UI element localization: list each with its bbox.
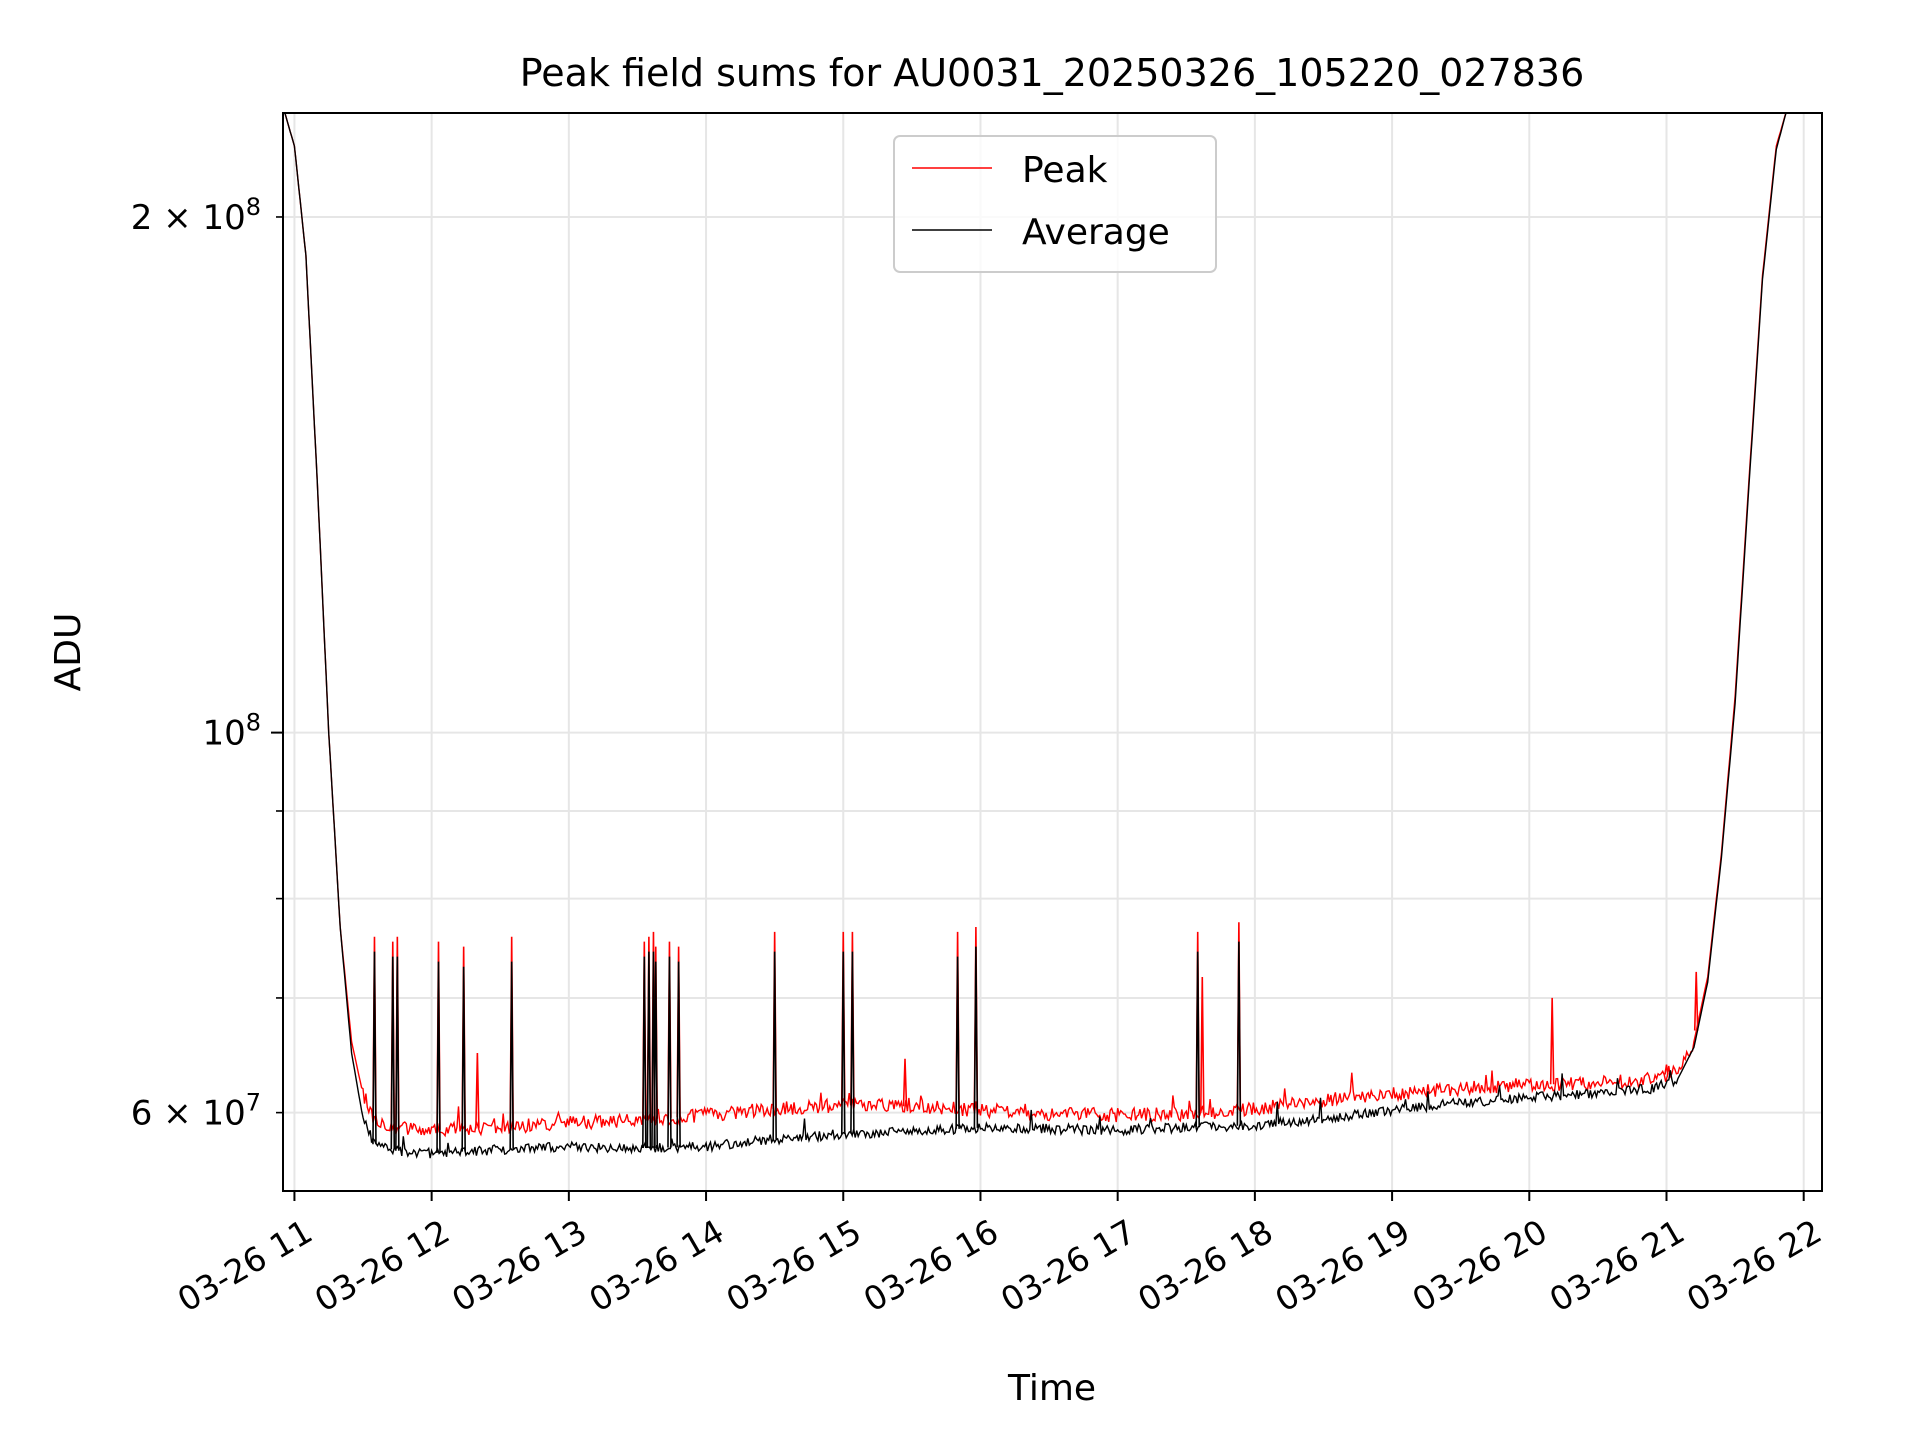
series-spike-peak — [902, 1058, 908, 1107]
series-spike-peak — [1664, 1064, 1669, 1075]
series-spike-average — [1236, 941, 1242, 1126]
series-spike-average — [372, 951, 377, 1145]
series-spike-average — [642, 956, 647, 1149]
legend: Peak Average — [893, 135, 1217, 273]
series-spike-average — [676, 961, 681, 1148]
series-spike-average — [509, 961, 514, 1150]
series-spike-average — [667, 956, 672, 1148]
series-spike-average — [395, 956, 400, 1151]
series-line-average — [284, 113, 1787, 1160]
series-spike-peak — [1693, 971, 1699, 1031]
chart-title: Peak field sums for AU0031_20250326_1052… — [520, 51, 1585, 95]
series-spike-average — [461, 966, 466, 1152]
series-spike-average — [1195, 951, 1201, 1128]
series-spike-average — [390, 956, 396, 1150]
series-spike-average — [850, 951, 855, 1134]
legend-label-average: Average — [1022, 212, 1170, 253]
series-spike-average — [436, 961, 441, 1154]
series-spike-average — [973, 946, 979, 1128]
y-tick-label: 6 × 107 — [131, 1089, 261, 1134]
plot-frame — [282, 112, 1823, 1192]
y-axis-label: ADU — [48, 613, 89, 692]
series-spike-peak — [475, 1053, 480, 1129]
series-spike-average — [955, 956, 960, 1129]
series-spike-average — [653, 961, 659, 1148]
series-layer — [284, 113, 1787, 1160]
series-line-peak — [284, 113, 1787, 1138]
y-tick-label: 2 × 108 — [131, 193, 261, 238]
plot-area — [284, 113, 1787, 1160]
legend-label-peak: Peak — [1022, 150, 1108, 191]
series-spike-average — [840, 951, 846, 1135]
series-spike-average — [772, 951, 777, 1140]
series-spike-peak — [1199, 976, 1205, 1113]
x-axis-label: Time — [1007, 1368, 1096, 1409]
legend-box — [893, 135, 1217, 273]
series-spike-average — [646, 951, 652, 1148]
series-spike-peak — [1549, 997, 1555, 1085]
